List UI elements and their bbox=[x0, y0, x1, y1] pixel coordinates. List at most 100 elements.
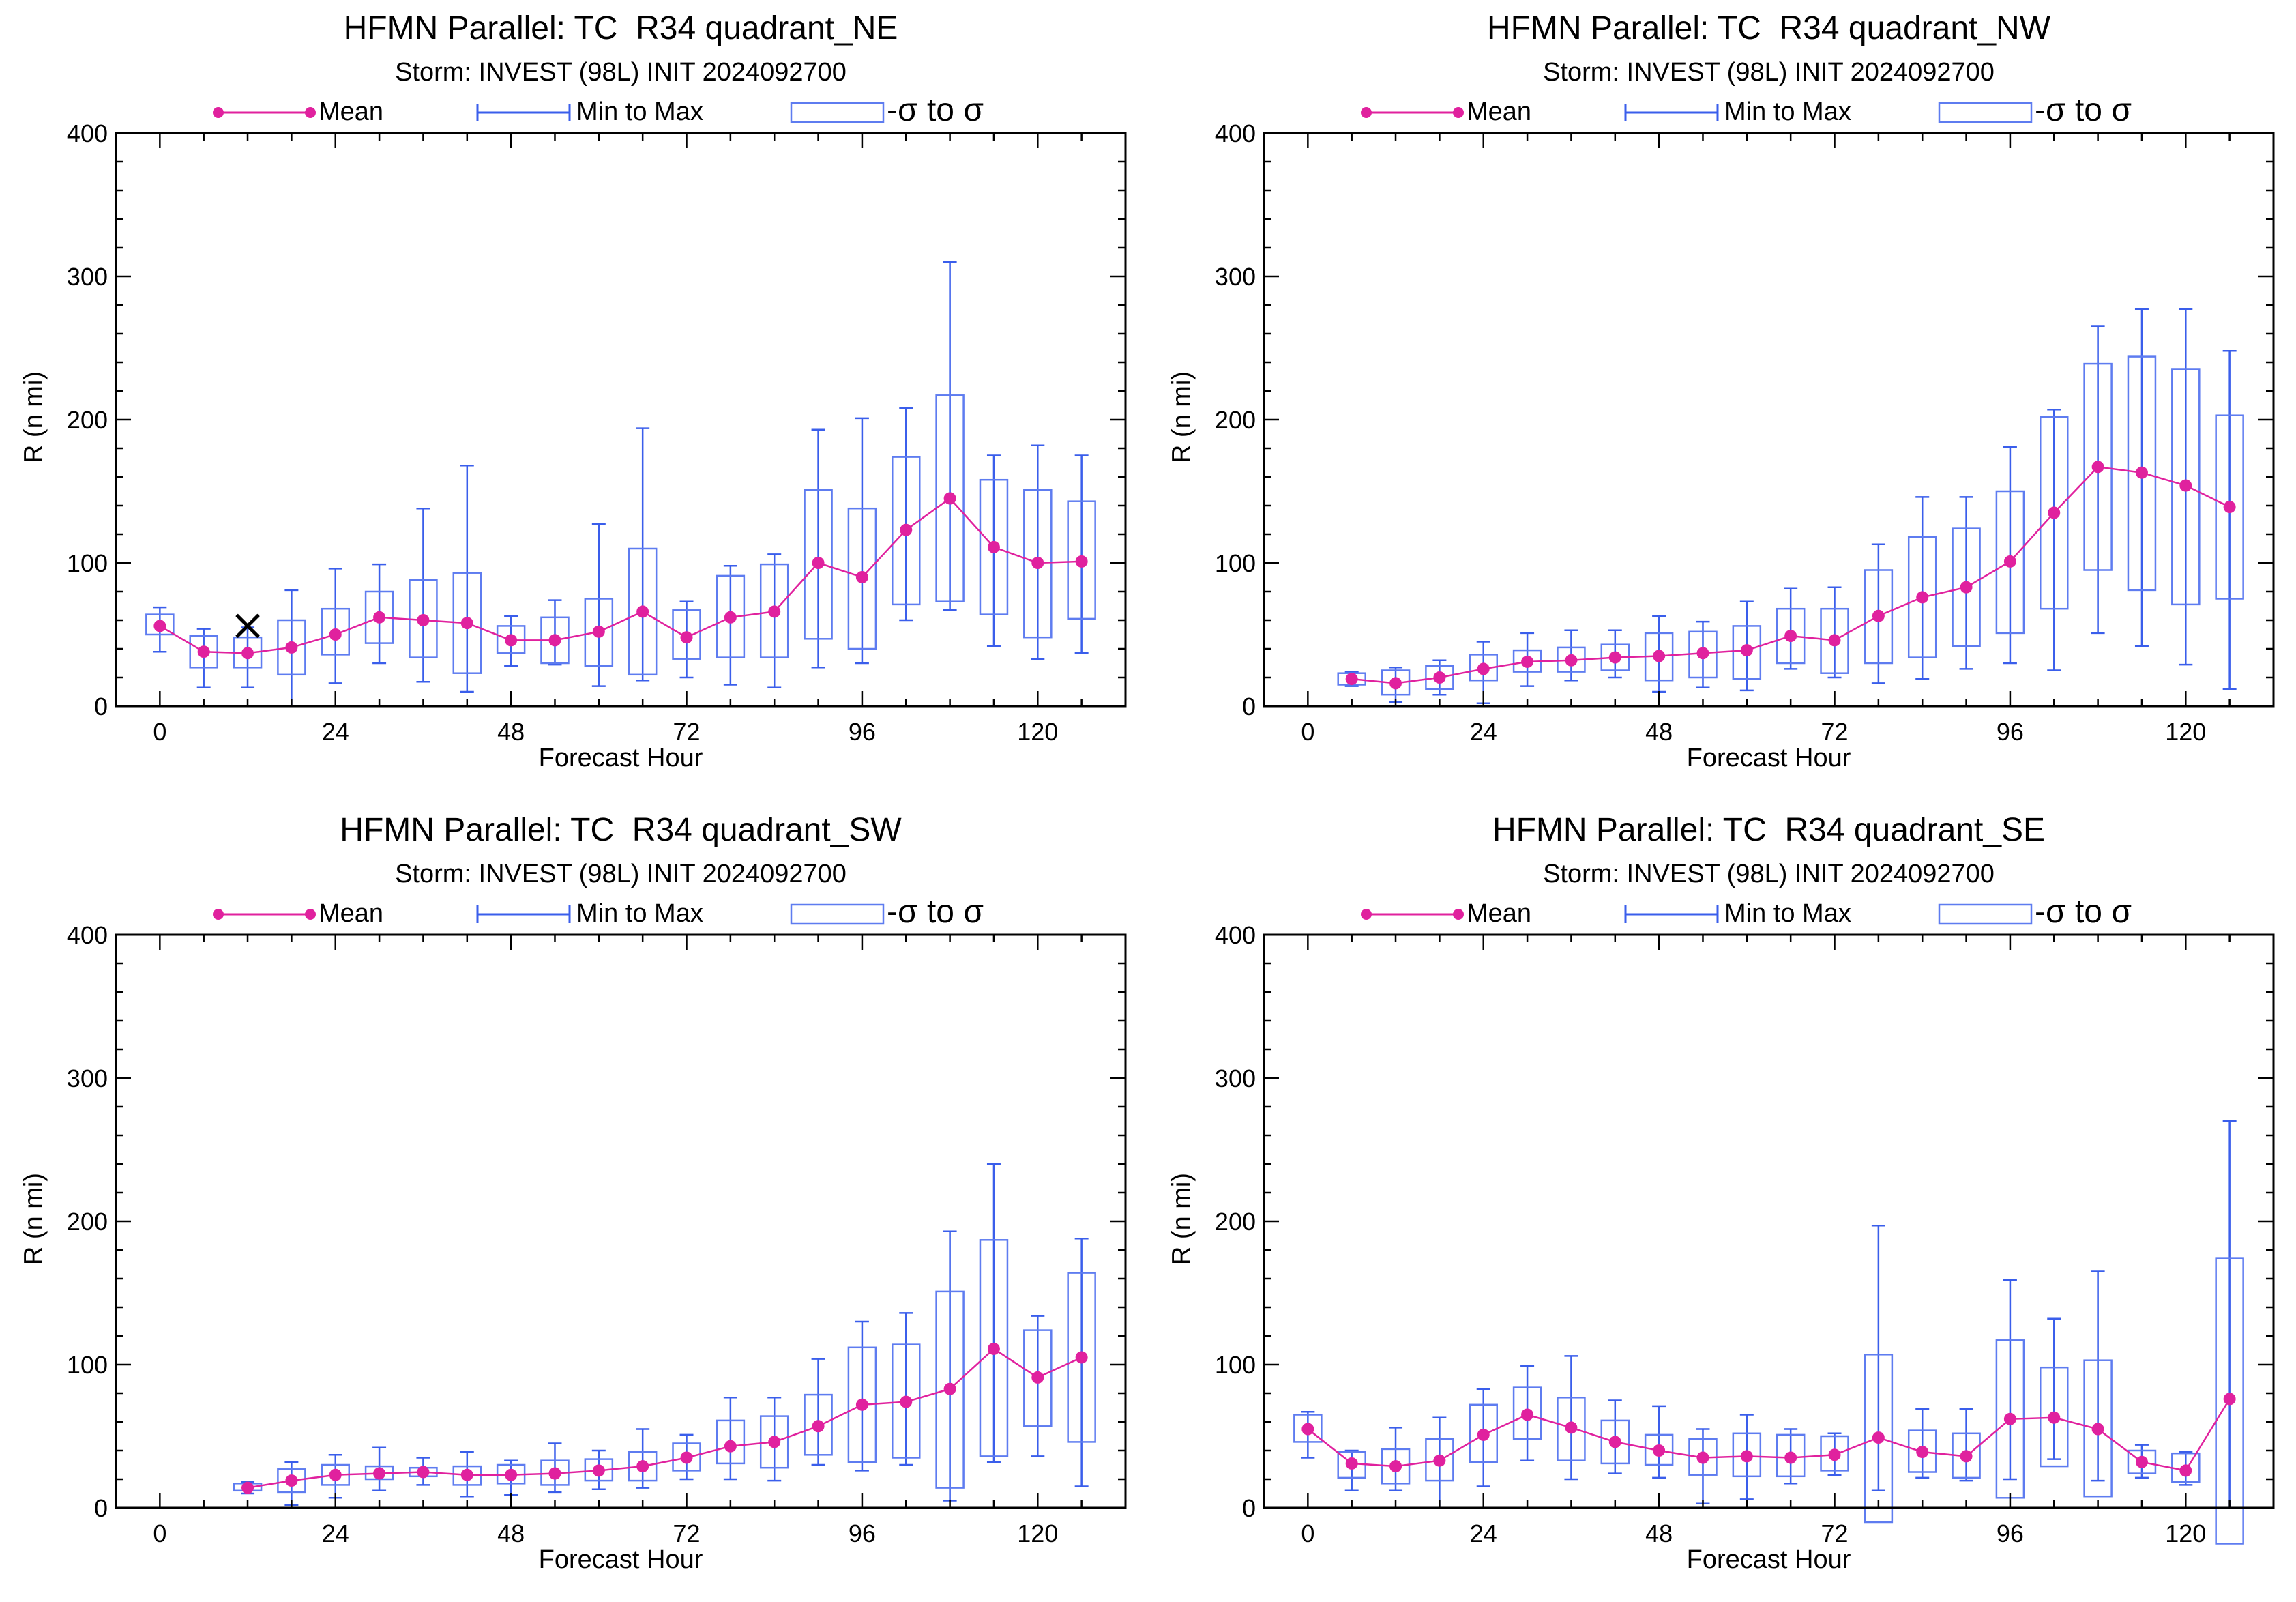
legend-minmax-label: Min to Max bbox=[576, 899, 703, 928]
sigma-box bbox=[364, 590, 394, 644]
mean-point bbox=[943, 492, 956, 505]
sigma-box bbox=[2127, 1449, 2157, 1474]
sigma-box bbox=[672, 609, 701, 660]
plot-frame bbox=[1263, 933, 2275, 1509]
chart-plot-svg: 0 24 48 72 96 120 0 100 200 300 400 bbox=[67, 102, 1127, 746]
y-tick-label: 300 bbox=[67, 1064, 108, 1092]
mean-point bbox=[2003, 555, 2016, 568]
mean-point bbox=[636, 1460, 649, 1473]
mean-point bbox=[724, 611, 737, 624]
sigma-box bbox=[847, 507, 877, 650]
y-tick-label: 0 bbox=[1242, 693, 1256, 720]
mean-point bbox=[1521, 655, 1534, 668]
mean-point bbox=[1653, 650, 1666, 662]
mean-point bbox=[1389, 677, 1402, 690]
sigma-box bbox=[1952, 527, 1981, 647]
sigma-box bbox=[2040, 1366, 2069, 1468]
mean-point bbox=[900, 523, 913, 536]
legend-sigma-label: -σ to σ bbox=[2035, 894, 2132, 930]
mean-point bbox=[460, 1468, 473, 1481]
legend-mean-label: Mean bbox=[1467, 98, 1532, 126]
sigma-box bbox=[2171, 368, 2201, 606]
mean-point bbox=[153, 620, 166, 632]
mean-point bbox=[1565, 654, 1578, 667]
x-tick-label: 96 bbox=[849, 1519, 876, 1547]
legend-mean-dot bbox=[1453, 909, 1464, 920]
y-tick-label: 100 bbox=[67, 1351, 108, 1379]
mean-point bbox=[1828, 634, 1841, 647]
mean-point bbox=[2223, 1393, 2236, 1406]
legend-mean-dot bbox=[213, 107, 224, 118]
y-tick-label: 200 bbox=[67, 406, 108, 434]
x-tick-label: 120 bbox=[2165, 718, 2206, 746]
y-tick-label: 200 bbox=[1215, 1208, 1256, 1236]
sigma-box bbox=[804, 489, 833, 640]
mean-point bbox=[1565, 1421, 1578, 1434]
mean-point bbox=[1075, 1351, 1088, 1364]
mean-point bbox=[285, 641, 298, 654]
sigma-box bbox=[1067, 1272, 1096, 1443]
chart-title: HFMN Parallel: TC R34 quadrant_SE bbox=[1492, 812, 2046, 848]
sigma-box bbox=[1644, 1433, 1674, 1466]
mean-point bbox=[2091, 1423, 2104, 1436]
mean-point bbox=[2003, 1412, 2016, 1425]
mean-point bbox=[1960, 1450, 1973, 1463]
x-tick-label: 24 bbox=[322, 718, 349, 746]
mean-point bbox=[505, 1468, 518, 1481]
sigma-box bbox=[1512, 1386, 1542, 1440]
x-tick-label: 120 bbox=[1017, 718, 1058, 746]
mean-point bbox=[417, 614, 430, 626]
sigma-box bbox=[1732, 1432, 1762, 1478]
mean-point bbox=[373, 611, 386, 624]
chart-plot-svg: 0 24 48 72 96 120 0 100 200 300 400 bbox=[67, 903, 1127, 1547]
chart-legend bbox=[213, 102, 885, 123]
mean-point bbox=[1389, 1460, 1402, 1473]
mean-point bbox=[1653, 1444, 1666, 1457]
legend-sigma-box bbox=[1938, 102, 2033, 123]
chart-legend bbox=[213, 903, 885, 925]
mean-line bbox=[247, 1348, 1083, 1489]
sigma-box bbox=[979, 1239, 1009, 1457]
mean-point bbox=[680, 631, 693, 644]
legend-sigma-box bbox=[790, 102, 885, 123]
legend-mean-dot bbox=[305, 107, 316, 118]
x-tick-label: 24 bbox=[322, 1519, 349, 1547]
chart-subtitle: Storm: INVEST (98L) INIT 2024092700 bbox=[1543, 860, 1995, 888]
sigma-box bbox=[321, 607, 350, 656]
sigma-box bbox=[2083, 1359, 2113, 1498]
y-tick-label: 0 bbox=[94, 693, 108, 720]
y-tick-label: 300 bbox=[67, 263, 108, 291]
mean-point bbox=[724, 1440, 737, 1453]
legend-mean-dot bbox=[305, 909, 316, 920]
sigma-box bbox=[277, 619, 306, 676]
chart-data-layer bbox=[233, 1163, 1096, 1506]
sigma-box bbox=[584, 598, 614, 667]
x-tick-label: 24 bbox=[1470, 718, 1497, 746]
x-tick-label: 48 bbox=[497, 718, 525, 746]
sigma-box bbox=[1820, 1435, 1849, 1472]
axes: 0 24 48 72 96 120 0 100 200 300 400 bbox=[67, 119, 1127, 746]
sigma-box bbox=[2040, 416, 2069, 610]
sigma-box bbox=[759, 1415, 789, 1469]
mean-point bbox=[241, 1481, 254, 1494]
legend-minmax-label: Min to Max bbox=[576, 98, 703, 126]
sigma-box bbox=[145, 613, 175, 636]
annotation-x-marker bbox=[235, 613, 260, 639]
chart-plot-svg: 0 24 48 72 96 120 0 100 200 300 400 bbox=[1215, 903, 2275, 1547]
legend-sigma-label: -σ to σ bbox=[887, 92, 984, 128]
legend-mean-label: Mean bbox=[319, 98, 384, 126]
mean-point bbox=[1608, 651, 1621, 664]
sigma-box bbox=[1425, 1438, 1454, 1482]
mean-point bbox=[1960, 581, 1973, 594]
mean-point bbox=[987, 540, 1000, 553]
mean-point bbox=[900, 1395, 913, 1408]
axes: 0 24 48 72 96 120 0 100 200 300 400 bbox=[1215, 921, 2275, 1547]
y-tick-label: 300 bbox=[1215, 1064, 1256, 1092]
sigma-box bbox=[672, 1442, 701, 1472]
legend-mean-label: Mean bbox=[319, 899, 384, 928]
x-tick-label: 48 bbox=[1645, 1519, 1673, 1547]
chart-data-layer bbox=[145, 261, 1096, 708]
mean-point bbox=[1301, 1423, 1314, 1436]
mean-point bbox=[636, 605, 649, 618]
sigma-box bbox=[1864, 569, 1894, 665]
